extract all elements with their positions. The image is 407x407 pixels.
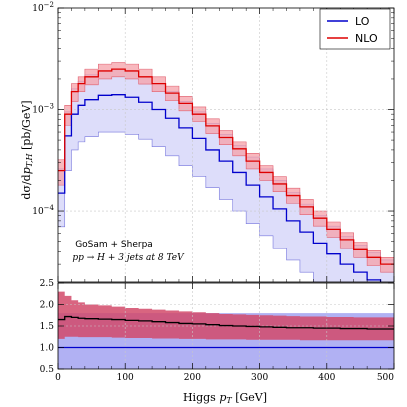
ratio-uncertainty-bands	[58, 291, 394, 369]
x-tick-label-4: 400	[318, 373, 335, 383]
legend-label-nlo: NLO	[355, 32, 378, 45]
main-y-tick-label-2: 10−4	[32, 204, 54, 217]
x-axis-label-prefix: Higgs	[183, 391, 219, 404]
ratio-y-tick-label-1: 1.0	[40, 344, 55, 354]
y-axis-label: dσ/dpT,H [pb/GeV]	[20, 100, 34, 199]
main-axis-ticks: 10−2 10−3 10−4	[32, 1, 395, 282]
main-series-lines	[58, 68, 394, 282]
nlo-band-high-edge	[58, 62, 394, 258]
ratio-axis-ticks: 0.5 1.0 1.5 2.0 2.5 0 100 200 300 400 500	[40, 279, 395, 383]
ratio-panel: 0.5 1.0 1.5 2.0 2.5 0 100 200 300 400 500	[40, 279, 395, 383]
main-grid	[58, 8, 394, 282]
series-line-lo	[58, 94, 382, 282]
annotation-process: pp → H + 3 jets at 8 TeV	[72, 253, 185, 263]
y-axis-label-suffix: [pb/GeV]	[20, 100, 33, 153]
x-tick-label-1: 100	[117, 373, 134, 383]
annotation-generator: GoSam + Sherpa	[75, 240, 153, 250]
main-y-tick-label-1: 10−3	[32, 103, 54, 116]
x-axis-label: Higgs pT [GeV]	[183, 391, 267, 405]
lo-band-low-edge	[58, 131, 328, 282]
main-panel: 10−2 10−3 10−4	[32, 1, 395, 283]
main-y-tick-label-0: 10−2	[32, 1, 54, 14]
legend: LO NLO	[319, 8, 391, 50]
ratio-y-tick-label-4: 2.5	[40, 279, 55, 289]
x-tick-label-3: 300	[251, 373, 268, 383]
ratio-y-tick-label-3: 2.0	[40, 301, 55, 311]
legend-label-lo: LO	[355, 15, 370, 28]
x-axis-label-var: p	[219, 391, 226, 404]
x-tick-label-0: 0	[55, 373, 61, 383]
x-axis-label-sub: T	[226, 396, 232, 405]
ratio-line-nlo	[58, 315, 394, 330]
ratio-y-tick-label-2: 1.5	[40, 322, 55, 332]
y-axis-label-sub: T,H	[25, 153, 34, 168]
main-plot-frame	[57, 7, 395, 283]
nlo-band	[58, 62, 394, 273]
series-line-nlo	[58, 68, 394, 265]
legend-box	[319, 8, 391, 50]
lo-band	[58, 69, 394, 282]
x-axis-label-suffix: [GeV]	[232, 391, 267, 404]
x-tick-label-2: 200	[184, 373, 201, 383]
main-uncertainty-bands	[58, 62, 394, 282]
ratio-y-tick-label-0: 0.5	[40, 365, 55, 375]
y-axis-label-var: p	[20, 167, 33, 174]
x-tick-label-5: 500	[377, 373, 394, 383]
ratio-series-lines	[58, 315, 394, 349]
nlo-band-low-edge	[58, 76, 394, 273]
y-axis-label-prefix: dσ/d	[20, 174, 33, 199]
